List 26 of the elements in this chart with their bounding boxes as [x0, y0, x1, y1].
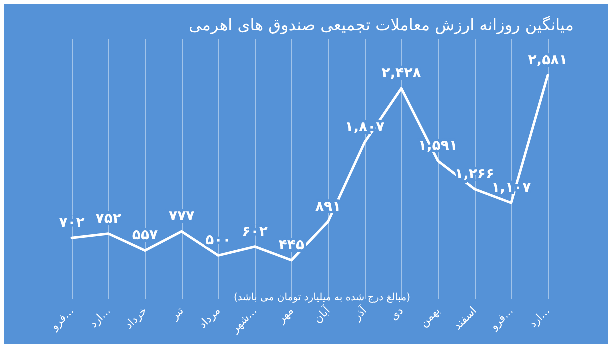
x-tick-label: ارد...: [526, 304, 553, 330]
x-tick-label: اسفند: [451, 304, 480, 333]
data-label: ۵۰۰: [206, 232, 232, 249]
text: (مبالغ درج شده به میلیارد تومان می باشد): [234, 292, 411, 304]
x-tick-label: دی: [387, 304, 406, 324]
x-tick-label: مهر: [274, 304, 296, 326]
data-label: ۲,۵۸۱: [528, 52, 568, 68]
x-tick-label: فرو...: [48, 304, 77, 334]
data-label: ۷۰۲: [59, 215, 86, 232]
x-tick-label: آذر: [350, 303, 370, 324]
data-label: ۷۵۲: [96, 210, 122, 227]
x-tick-label: مرداد: [196, 304, 224, 332]
chart-title: میانگین روزانه ارزش معاملات تجمیعی صندوق های اهرمی: [189, 16, 574, 34]
x-tick-label: آبان: [310, 303, 334, 326]
data-label: ۶۰۲: [242, 224, 268, 240]
x-tick-label: شهر...: [228, 304, 260, 336]
data-label: ۱,۲۶۶: [455, 166, 495, 182]
data-label: ۲,۴۲۸: [382, 66, 422, 82]
x-tick-label: ارد...: [87, 304, 114, 330]
x-tick-label: بهمن: [417, 304, 443, 330]
data-label: ۵۵۷: [132, 228, 158, 244]
x-tick-label: خرداد: [122, 304, 150, 332]
data-label: ۷۷۷: [169, 208, 196, 225]
x-tick-label: تیر: [168, 304, 186, 324]
x-tick-label: فرو...: [486, 304, 516, 334]
data-label: ۴۴۵: [278, 237, 305, 254]
